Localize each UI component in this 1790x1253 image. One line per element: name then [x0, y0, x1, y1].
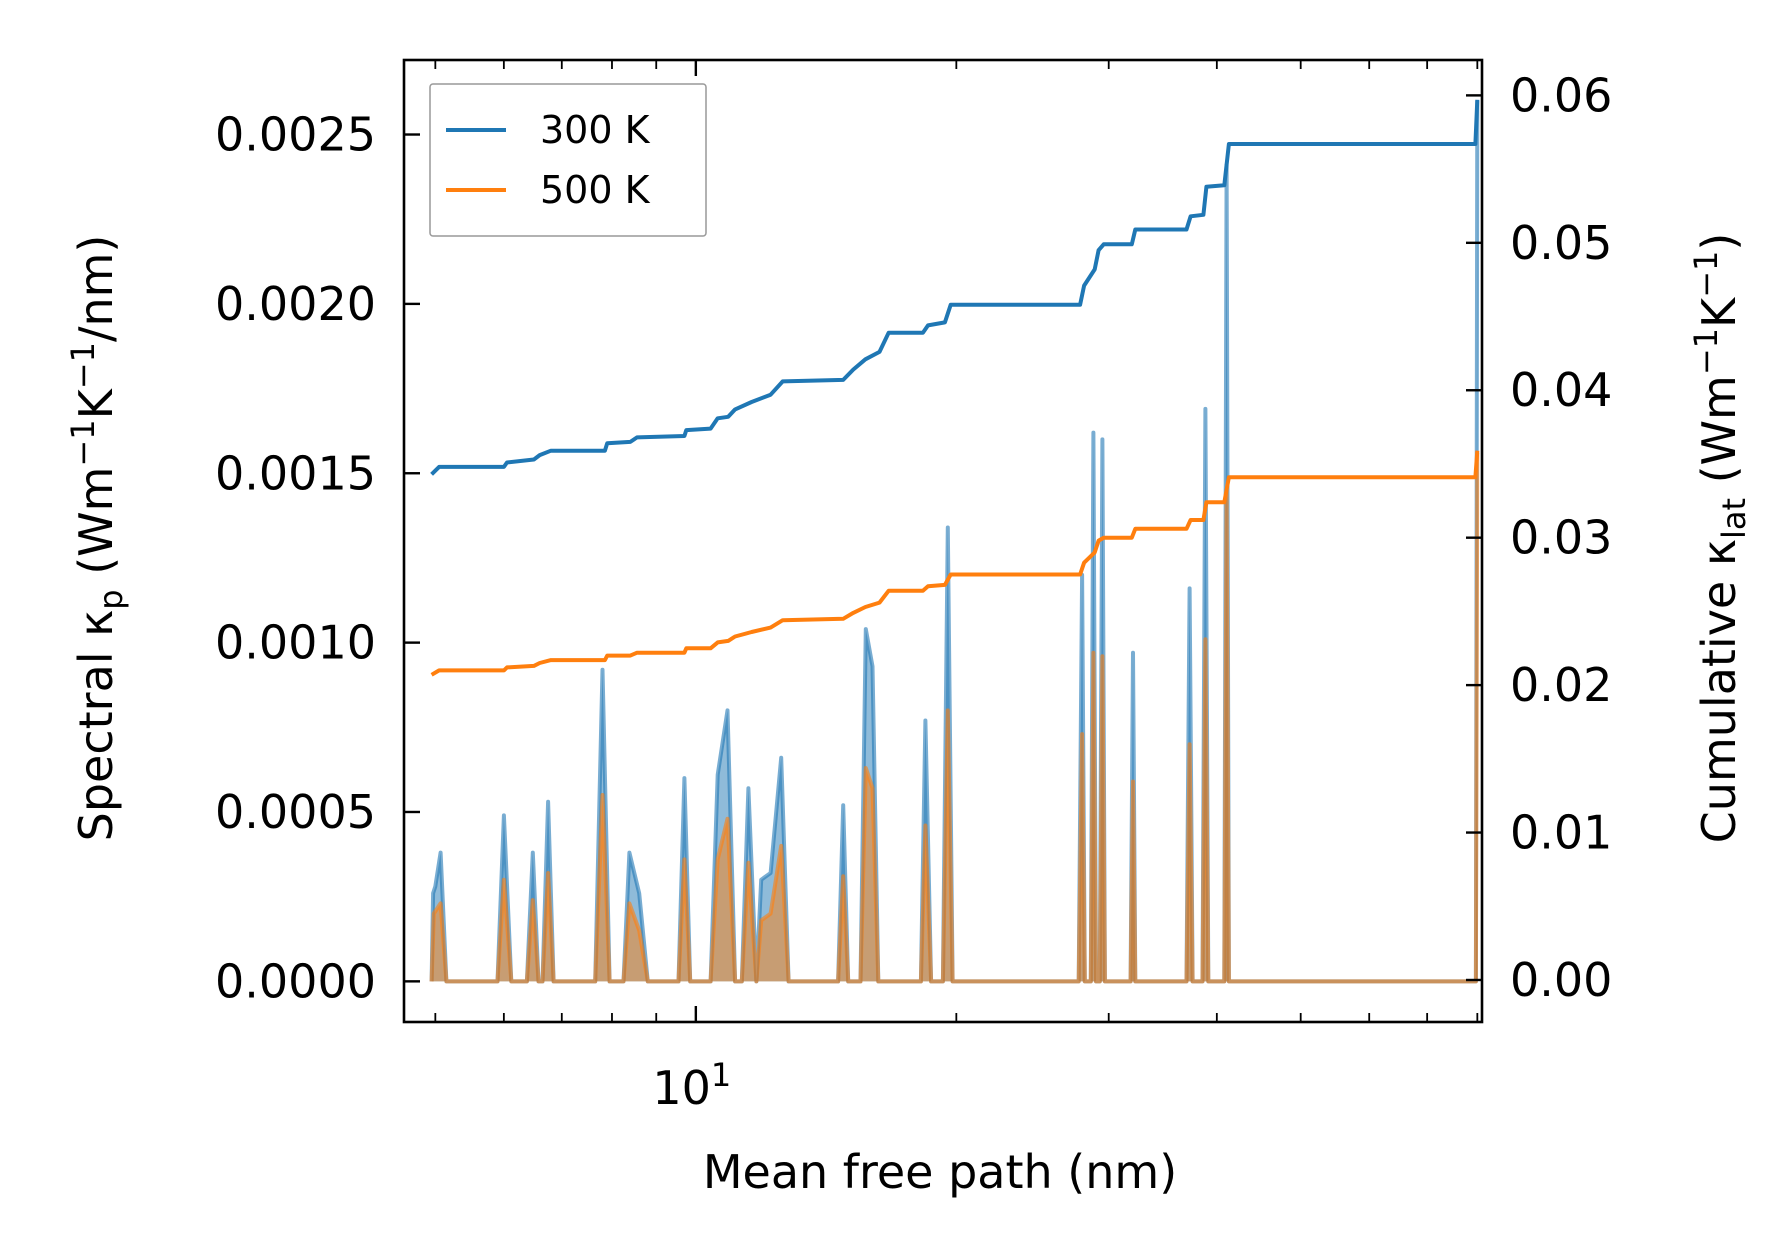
cumulative-line-layer — [430, 99, 1480, 677]
right-axis-title: Cumulative κlat (Wm−1K−1) — [1687, 233, 1753, 844]
legend-label-300k: 300 K — [540, 108, 651, 152]
cumulative-line-500k — [430, 450, 1480, 677]
right-tick-label-5: 0.05 — [1510, 216, 1612, 270]
right-tick-label-6: 0.06 — [1510, 68, 1612, 122]
plot-frame — [402, 58, 1484, 1024]
left-tick-label-2: 0.0010 — [215, 616, 376, 670]
right-axis-title-sup1: −1 — [1687, 328, 1725, 375]
left-axis-title-sup1: −1 — [64, 419, 102, 466]
right-axis-title-mid2: K — [1692, 296, 1746, 328]
left-axis: 0.0000 0.0005 0.0010 0.0015 0.0020 0.0025 — [215, 108, 420, 1008]
left-tick-label-1: 0.0005 — [215, 785, 376, 839]
left-axis-title-sub: p — [92, 589, 130, 609]
right-axis: 0.00 0.01 0.02 0.03 0.04 0.05 0.06 — [1466, 68, 1612, 1007]
right-axis-title-sub: lat — [1715, 498, 1753, 539]
spectral-area-500k — [431, 452, 1478, 982]
right-axis-title-pre: Cumulative κ — [1692, 539, 1746, 843]
right-tick-label-2: 0.02 — [1510, 658, 1612, 712]
legend-label-500k: 500 K — [540, 168, 651, 212]
right-axis-title-sup2: −1 — [1687, 251, 1725, 298]
x-tick-label-0: 101 — [652, 1056, 731, 1115]
right-tick-label-4: 0.04 — [1510, 363, 1612, 417]
left-tick-label-0: 0.0000 — [215, 954, 376, 1008]
cumulative-line-300k — [430, 99, 1480, 476]
right-axis-title-mid: (Wm — [1692, 375, 1746, 498]
right-tick-label-1: 0.01 — [1510, 806, 1612, 860]
right-tick-label-0: 0.00 — [1510, 953, 1612, 1007]
legend: 300 K 500 K — [429, 83, 707, 237]
right-tick-label-3: 0.03 — [1510, 511, 1612, 565]
left-axis-title-mid: (Wm — [69, 467, 123, 590]
right-axis-title-post: ) — [1692, 233, 1746, 251]
left-axis-title: Spectral κp (Wm−1K−1/nm) — [64, 235, 130, 842]
legend-box — [429, 83, 707, 237]
left-axis-title-sup2: −1 — [64, 342, 102, 389]
spectral-line-layer — [429, 100, 1480, 984]
left-tick-label-3: 0.0015 — [215, 446, 376, 500]
left-axis-title-post: /nm) — [69, 235, 123, 342]
spectral-line-500k — [429, 452, 1480, 984]
x-axis-title: Mean free path (nm) — [703, 1145, 1177, 1199]
left-axis-title-mid2: K — [69, 387, 123, 419]
left-tick-label-5: 0.0025 — [215, 108, 376, 162]
left-axis-title-pre: Spectral κ — [69, 610, 123, 842]
left-tick-label-4: 0.0020 — [215, 277, 376, 331]
x-axis: 101 — [434, 60, 1479, 1115]
